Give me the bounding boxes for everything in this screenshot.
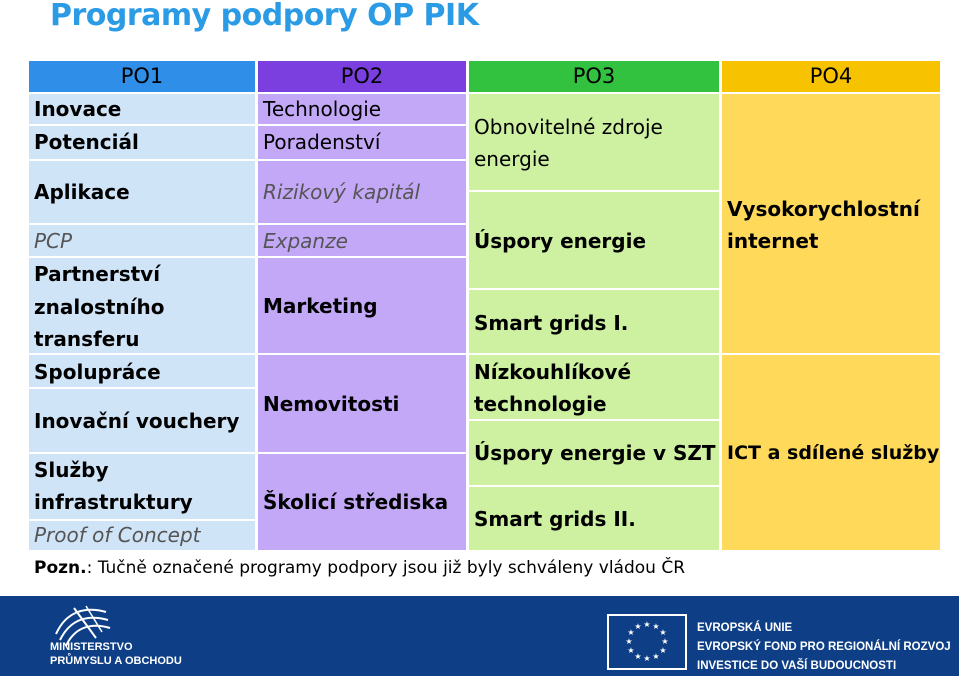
po2-rizikovy: Rizikový kapitál <box>263 180 421 204</box>
po1-potencial: Potenciál <box>34 130 139 154</box>
po1-cell-potencial <box>29 126 255 159</box>
po2-cell-skolici <box>258 454 466 550</box>
footnote-text: : Tučně označené programy podpory jsou j… <box>86 558 686 578</box>
header-po1: PO1 <box>29 61 255 92</box>
po2-poradenstvi: Poradenství <box>263 130 381 154</box>
po1-cell-sluzby <box>29 454 255 519</box>
svg-text:★: ★ <box>652 622 659 631</box>
po4-ict: ICT a sdílené služby <box>727 442 940 464</box>
po1-cell-inovace <box>29 94 255 124</box>
po2-cell-marketing <box>258 258 466 353</box>
po1-pcp: PCP <box>34 229 73 253</box>
svg-text:★: ★ <box>634 622 641 631</box>
po3-obnovitelne-line1: Obnovitelné zdroje <box>474 115 663 139</box>
svg-text:★: ★ <box>627 628 634 637</box>
po1-cell-aplikace <box>29 161 255 223</box>
po1-partnerstvi-line3: transferu <box>34 327 140 351</box>
po2-cell-technologie <box>258 94 466 124</box>
po1-partnerstvi-line1: Partnerství <box>34 262 161 286</box>
po1-spoluprace: Spolupráce <box>34 360 161 384</box>
po3-cell-nizko <box>469 355 719 419</box>
po3-cell-smart2 <box>469 487 719 550</box>
po2-cell-rizikovy <box>258 161 466 223</box>
po3-smart1: Smart grids I. <box>474 311 629 335</box>
svg-text:★: ★ <box>634 652 641 661</box>
po3-uspory-szt: Úspory energie v SZT <box>474 441 716 465</box>
svg-text:★: ★ <box>659 646 666 655</box>
po1-inovace: Inovace <box>34 97 122 121</box>
page-title: Programy podpory OP PIK <box>50 0 479 33</box>
po2-cell-expanze <box>258 225 466 256</box>
eu-line3: INVESTICE DO VAŠÍ BUDOUCNOSTI <box>697 660 897 672</box>
po2-technologie: Technologie <box>263 97 382 121</box>
po4-vysoko-line2: internet <box>727 229 819 253</box>
ministry-name-line1: MINISTERSTVO <box>50 641 133 653</box>
po4-vysoko-line1: Vysokorychlostní <box>727 197 920 221</box>
po2-cell-poradenstvi <box>258 126 466 159</box>
po1-partnerstvi-line2: znalostního <box>34 295 165 319</box>
po1-cell-pcp <box>29 225 255 256</box>
footer-bar: MINISTERSTVO PRŮMYSLU A OBCHODU ★ ★ ★ ★ ★ ★ … <box>0 596 959 676</box>
eu-line2: EVROPSKÝ FOND PRO REGIONÁLNÍ ROZVOJ <box>697 641 951 653</box>
po4-cell-ict <box>722 355 940 550</box>
po1-vouchery: Inovační vouchery <box>34 409 240 433</box>
footnote-label: Pozn. <box>34 558 87 578</box>
po1-sluzby-line2: infrastruktury <box>34 490 193 514</box>
svg-text:★: ★ <box>627 646 634 655</box>
po3-nizko-line2: technologie <box>474 392 607 416</box>
po3-cell-obnovitelne <box>469 94 719 190</box>
po3-nizko-line1: Nízkouhlíkové <box>474 360 632 384</box>
po1-sluzby-line1: Služby <box>34 458 109 482</box>
po2-marketing: Marketing <box>263 294 378 318</box>
po4-cell-vysokorychlostni <box>722 94 940 353</box>
po2-nemovitosti: Nemovitosti <box>263 392 400 416</box>
po3-uspory: Úspory energie <box>474 229 647 253</box>
header-po3: PO3 <box>469 61 719 92</box>
ministry-name-line2: PRŮMYSLU A OBCHODU <box>50 655 182 667</box>
po1-cell-spoluprace <box>29 355 255 387</box>
svg-text:★: ★ <box>643 654 650 663</box>
po2-expanze: Expanze <box>263 229 348 253</box>
po1-cell-partnerstvi <box>29 258 255 353</box>
po2-skolici: Školicí střediska <box>263 490 449 514</box>
po1-cell-vouchery <box>29 389 255 452</box>
footnote: Pozn.: Tučně označené programy podpory j… <box>34 558 685 578</box>
po3-obnovitelne-line2: energie <box>474 147 550 171</box>
svg-text:★: ★ <box>625 637 632 646</box>
po1-cell-proof <box>29 521 255 550</box>
svg-text:★: ★ <box>652 652 659 661</box>
svg-text:★: ★ <box>659 628 666 637</box>
svg-text:★: ★ <box>661 637 668 646</box>
svg-text:★: ★ <box>643 620 650 629</box>
eu-line1: EVROPSKÁ UNIE <box>697 622 793 634</box>
po3-cell-uspory <box>469 192 719 288</box>
header-po4: PO4 <box>722 61 940 92</box>
ministry-logo <box>50 604 112 648</box>
po3-cell-smart1 <box>469 290 719 353</box>
po3-smart2: Smart grids II. <box>474 507 636 531</box>
po1-proof: Proof of Concept <box>34 523 201 547</box>
po2-cell-nemovitosti <box>258 355 466 452</box>
header-po2: PO2 <box>258 61 466 92</box>
po3-cell-uspory-szt <box>469 421 719 485</box>
eu-flag-icon: ★ ★ ★ ★ ★ ★ ★ ★ ★ ★ ★ ★ <box>607 614 687 670</box>
po1-aplikace: Aplikace <box>34 180 130 204</box>
